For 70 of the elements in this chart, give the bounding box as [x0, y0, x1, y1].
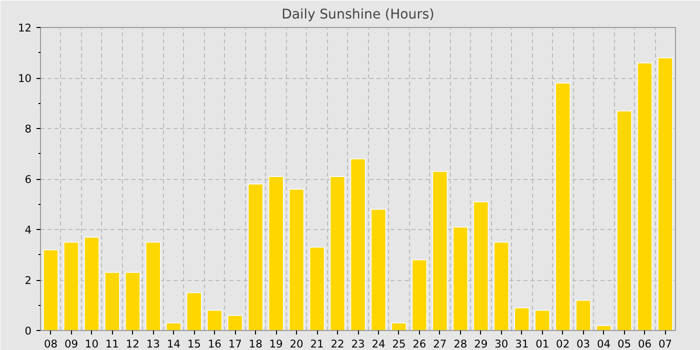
x-tick-label: 31 — [515, 338, 529, 350]
x-tick-label: 01 — [536, 338, 550, 350]
x-tick-label: 07 — [658, 338, 672, 350]
bar — [596, 324, 612, 330]
y-tick-label: 4 — [24, 224, 32, 236]
x-tick-label: 28 — [454, 338, 468, 350]
x-tick-label: 25 — [392, 338, 406, 350]
bar — [330, 176, 346, 330]
x-tick-label: 30 — [494, 338, 508, 350]
bar — [268, 176, 284, 330]
x-tick-label: 08 — [44, 338, 58, 350]
x-tick-label: 13 — [146, 338, 160, 350]
x-tick-label: 20 — [290, 338, 304, 350]
y-tick-label: 6 — [24, 173, 32, 186]
x-tick-label: 15 — [187, 338, 201, 350]
x-tick-label: 22 — [330, 338, 344, 350]
x-tick-label: 24 — [372, 338, 386, 350]
bar — [166, 322, 182, 330]
x-tick-label: 21 — [310, 338, 324, 350]
x-tick-label: 06 — [638, 338, 652, 350]
x-tick-label: 11 — [105, 338, 119, 350]
y-tick-label: 0 — [24, 324, 32, 338]
bar — [534, 310, 550, 330]
x-tick-label: 04 — [597, 338, 611, 350]
x-tick-label: 17 — [228, 338, 242, 350]
bar — [452, 226, 468, 330]
y-tick-label: 10 — [18, 72, 32, 85]
bar — [514, 307, 530, 330]
x-tick-label: 09 — [64, 338, 78, 350]
bar — [432, 170, 448, 330]
y-tick-label: 2 — [24, 274, 32, 287]
bar — [42, 249, 59, 330]
bar — [288, 188, 304, 330]
bar — [63, 242, 80, 330]
bar — [636, 62, 653, 330]
bar — [473, 201, 489, 330]
x-tick-label: 03 — [576, 338, 590, 350]
x-tick-label: 12 — [126, 338, 140, 350]
x-tick-label: 10 — [84, 338, 99, 350]
bar — [104, 272, 120, 330]
bar — [657, 57, 674, 330]
y-tick-label: 8 — [24, 122, 32, 136]
x-tick-label: 27 — [433, 338, 447, 350]
bar — [227, 314, 243, 330]
x-tick-label: 18 — [248, 338, 263, 350]
bar — [248, 184, 264, 330]
x-tick-label: 26 — [412, 338, 426, 350]
x-tick-label: 19 — [269, 338, 284, 350]
bar — [309, 246, 325, 330]
bar — [554, 82, 571, 330]
y-tick-label: 12 — [18, 22, 32, 34]
bar — [391, 322, 407, 330]
bar — [575, 300, 592, 330]
bar — [350, 158, 366, 330]
bar — [186, 292, 202, 330]
bar — [124, 272, 141, 330]
bar — [494, 242, 510, 330]
x-tick-label: 23 — [351, 338, 365, 350]
bar — [84, 236, 100, 330]
x-tick-label: 02 — [556, 338, 570, 350]
x-tick-label: 05 — [618, 338, 632, 350]
bar — [370, 208, 386, 330]
bar — [412, 259, 428, 330]
bar — [145, 242, 162, 330]
x-tick-label: 16 — [208, 338, 222, 350]
chart-title: Daily Sunshine (Hours) — [282, 8, 434, 22]
x-tick-label: 29 — [474, 338, 488, 350]
bar — [206, 310, 222, 330]
x-tick-label: 14 — [166, 338, 181, 350]
bar — [616, 110, 632, 330]
